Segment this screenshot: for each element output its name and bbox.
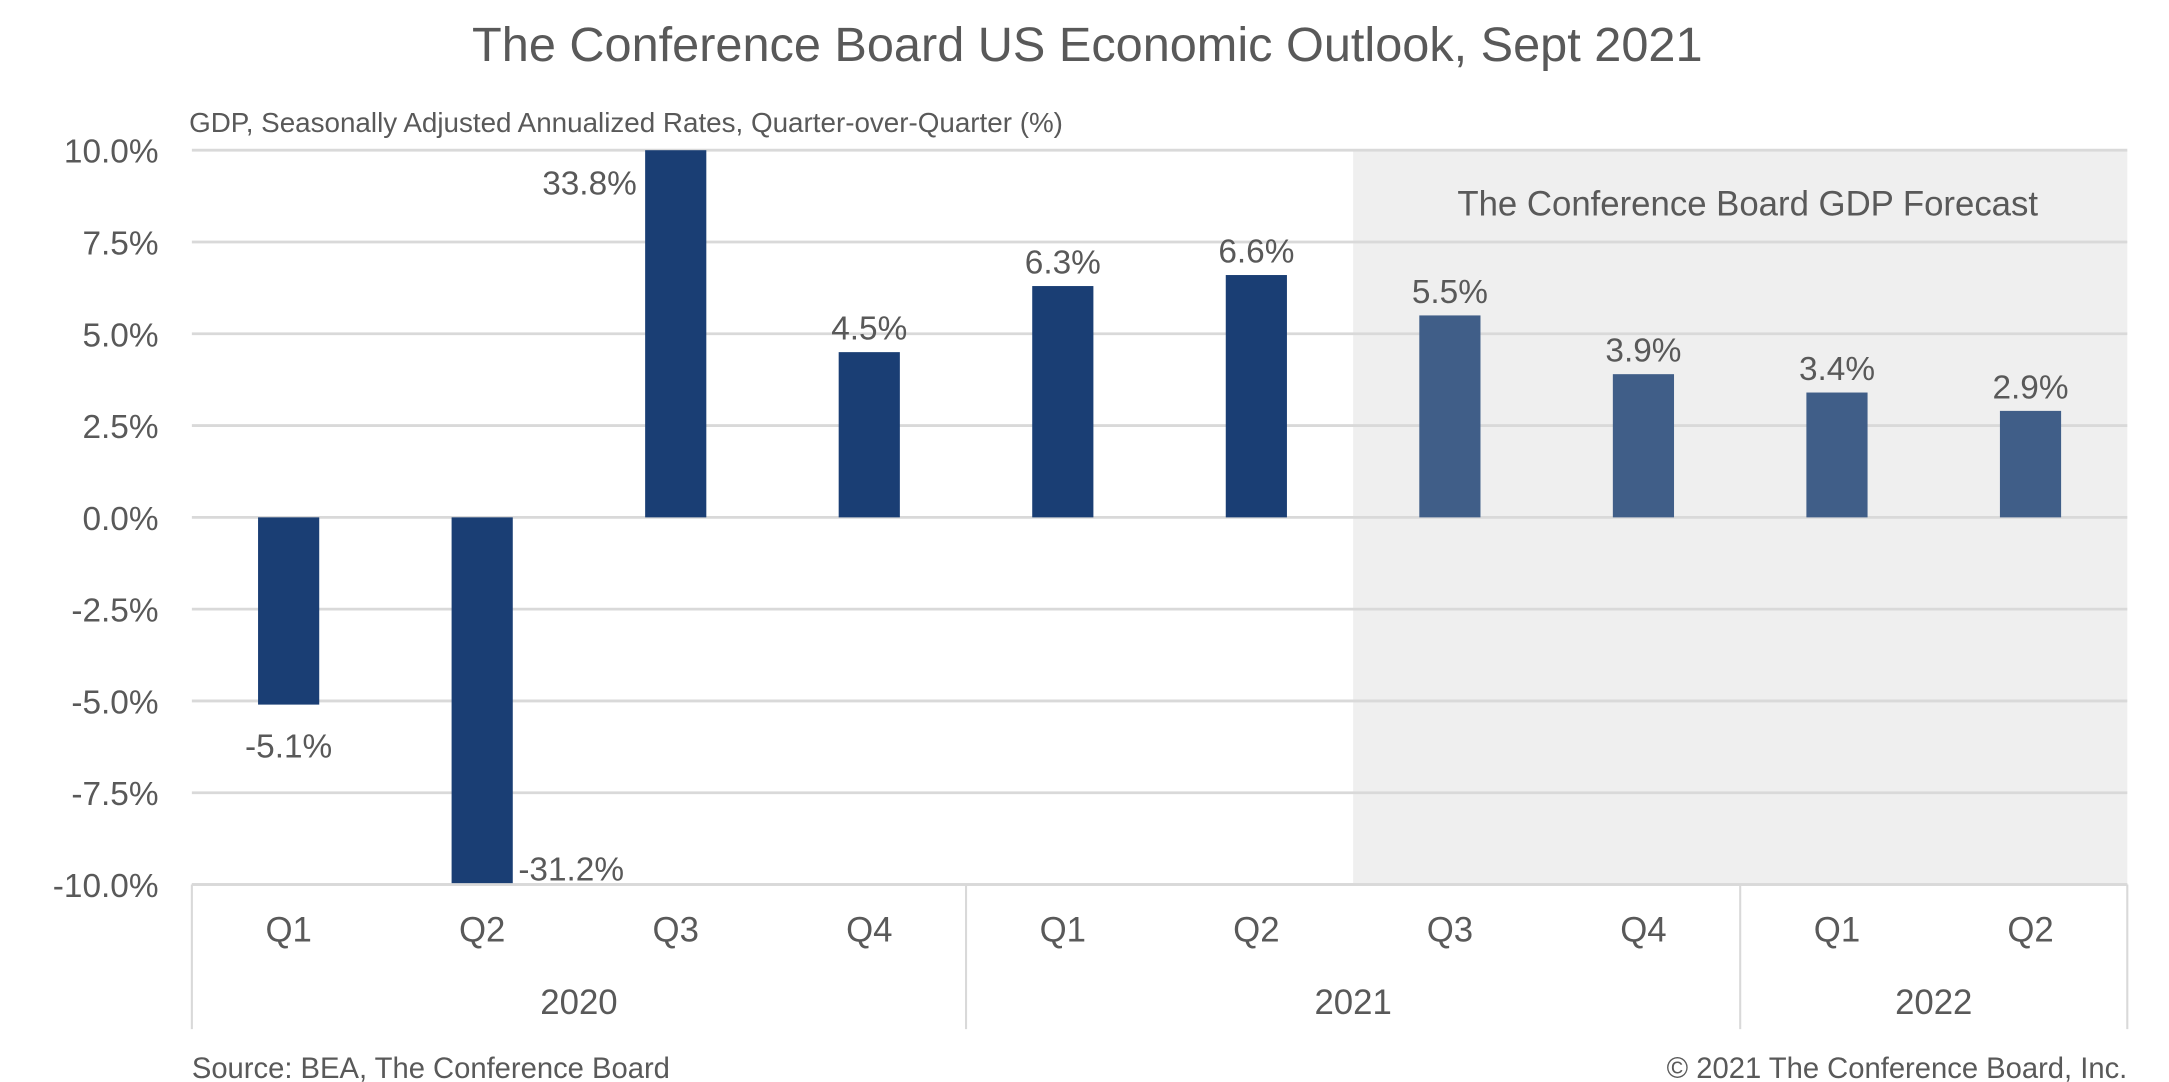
data-label: -31.2% [518,851,624,888]
y-tick-label: 2.5% [82,409,158,446]
data-label: 3.4% [1799,351,1875,388]
data-label: 5.5% [1412,274,1488,311]
y-tick-label: -2.5% [71,593,158,630]
data-label: -5.1% [245,728,332,765]
actual-bar [258,517,320,705]
bars [258,150,2062,885]
x-axis: Q1 Q2 Q3 Q4 Q1 Q2 Q3 Q4 Q1 Q2 2020 2021 2022 [190,883,2129,1030]
forecast-bar [1419,315,1481,518]
forecast-region-label: The Conference Board GDP Forecast [1457,186,2038,224]
y-tick-label: 5.0% [82,317,158,354]
actual-bar [451,517,513,885]
y-tick-label: 0.0% [82,501,158,538]
gridlines [191,148,2128,886]
chart-title: The Conference Board US Economic Outlook… [472,18,1702,72]
data-label: 6.6% [1218,234,1294,271]
data-label: 6.3% [1025,245,1101,282]
x-category-label: Q1 [1040,912,1086,950]
x-category-label: Q4 [846,912,892,950]
source-note: Source: BEA, The Conference Board [192,1053,670,1082]
x-category-label: Q4 [1620,912,1666,950]
forecast-bar [1612,374,1675,518]
data-label: 33.8% [542,166,637,203]
y-tick-label: 7.5% [82,226,158,263]
data-labels: -5.1% -31.2% 33.8% 4.5% 6.3% 6.6% 5.5% 3.9% 3.4%… [245,166,2068,889]
x-year-label: 2021 [1314,984,1391,1022]
actual-bar [645,150,707,518]
data-label: 2.9% [1992,369,2068,406]
actual-bar [838,352,900,518]
x-category-label: Q2 [2007,912,2053,950]
x-category-label: Q1 [1814,912,1860,950]
forecast-bar [1999,410,2062,518]
forecast-bar [1806,392,1868,518]
x-category-label: Q3 [653,912,699,950]
data-label: 4.5% [831,311,907,348]
x-year-label: 2022 [1895,984,1972,1022]
x-category-label: Q2 [459,912,505,950]
x-year-label: 2020 [540,984,617,1022]
actual-bar [1225,275,1287,518]
y-tick-label: -5.0% [71,684,158,721]
y-tick-label: -10.0% [53,868,159,905]
y-tick-label: -7.5% [71,776,158,813]
x-category-label: Q1 [265,912,311,950]
actual-bar [1032,286,1094,518]
x-category-label: Q2 [1233,912,1279,950]
y-axis-ticks: 10.0% 7.5% 5.0% 2.5% 0.0% -2.5% -5.0% -7.5% -10.… [53,134,159,905]
copyright-note: © 2021 The Conference Board, Inc. [1667,1053,2128,1082]
data-label: 3.9% [1605,333,1681,370]
x-category-label: Q3 [1427,912,1473,950]
y-tick-label: 10.0% [64,134,159,171]
chart-subtitle: GDP, Seasonally Adjusted Annualized Rate… [189,107,1063,138]
